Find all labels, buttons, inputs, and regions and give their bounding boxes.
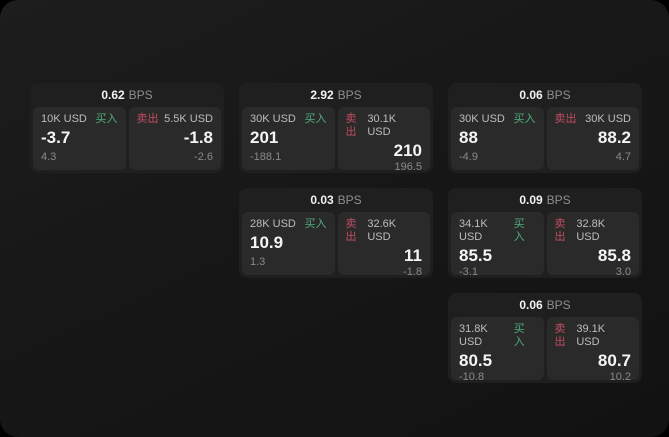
buy-size: 30K USD bbox=[250, 113, 296, 125]
quote-body: 28K USD 买入 10.9 1.3 卖出 32.6K USD 11 -1.8 bbox=[242, 212, 430, 278]
sell-price: 88.2 bbox=[597, 128, 631, 147]
spread-header: 2.92 BPS bbox=[242, 83, 430, 107]
buy-price: 10.9 bbox=[250, 233, 284, 252]
sell-sub-value: -1.8 bbox=[403, 266, 422, 278]
sell-label: 卖出 bbox=[345, 113, 357, 138]
sell-size: 39.1K USD bbox=[576, 323, 606, 348]
spread-unit: BPS bbox=[546, 298, 571, 312]
sell-label: 卖出 bbox=[345, 218, 357, 243]
buy-label: 买入 bbox=[513, 218, 525, 243]
buy-sub-value: -3.1 bbox=[459, 266, 478, 278]
sell-price: 80.7 bbox=[597, 351, 631, 370]
buy-panel[interactable]: 10K USD 买入 -3.7 4.3 bbox=[33, 107, 126, 170]
buy-label: 买入 bbox=[304, 113, 327, 125]
sell-label: 卖出 bbox=[554, 323, 566, 348]
spread-value: 0.09 bbox=[519, 193, 543, 207]
quote-card: 2.92 BPS 30K USD 买入 201 -188.1 卖出 30.1K … bbox=[239, 83, 433, 173]
sell-price: 11 bbox=[404, 246, 422, 265]
sell-label: 卖出 bbox=[554, 218, 566, 243]
buy-size: 34.1K USD bbox=[459, 218, 488, 243]
sell-panel[interactable]: 卖出 39.1K USD 80.7 10.2 bbox=[546, 317, 639, 383]
quote-card: 0.09 BPS 34.1K USD 买入 85.5 -3.1 卖出 32.8K… bbox=[448, 188, 642, 278]
quote-card: 0.06 BPS 30K USD 买入 88 -4.9 卖出 30K USD 8… bbox=[448, 83, 642, 173]
spread-unit: BPS bbox=[128, 88, 153, 102]
buy-sub-value: -10.8 bbox=[459, 371, 485, 383]
spread-value: 0.06 bbox=[519, 88, 543, 102]
quote-body: 34.1K USD 买入 85.5 -3.1 卖出 32.8K USD 85.8… bbox=[451, 212, 639, 278]
sell-sub-value: 196.5 bbox=[394, 161, 422, 173]
buy-price: -3.7 bbox=[41, 128, 71, 147]
sell-panel[interactable]: 卖出 30.1K USD 210 196.5 bbox=[337, 107, 430, 173]
quote-card: 0.03 BPS 28K USD 买入 10.9 1.3 卖出 32.6K US… bbox=[239, 188, 433, 278]
buy-sub-value: 4.3 bbox=[41, 151, 57, 163]
sell-price: 210 bbox=[393, 141, 422, 160]
spread-unit: BPS bbox=[337, 193, 362, 207]
sell-sub-value: 4.7 bbox=[615, 151, 631, 163]
spread-unit: BPS bbox=[546, 88, 571, 102]
quote-body: 30K USD 买入 88 -4.9 卖出 30K USD 88.2 4.7 bbox=[451, 107, 639, 170]
spread-value: 0.03 bbox=[310, 193, 334, 207]
sell-panel[interactable]: 卖出 30K USD 88.2 4.7 bbox=[546, 107, 639, 170]
buy-size: 30K USD bbox=[459, 113, 505, 125]
quote-body: 30K USD 买入 201 -188.1 卖出 30.1K USD 210 1… bbox=[242, 107, 430, 173]
sell-size: 32.8K USD bbox=[576, 218, 606, 243]
buy-size: 31.8K USD bbox=[459, 323, 488, 348]
sell-size: 5.5K USD bbox=[164, 113, 213, 125]
sell-sub-value: 3.0 bbox=[615, 266, 631, 278]
spread-header: 0.62 BPS bbox=[33, 83, 221, 107]
spread-header: 0.09 BPS bbox=[451, 188, 639, 212]
spread-value: 2.92 bbox=[310, 88, 334, 102]
buy-label: 买入 bbox=[513, 113, 536, 125]
sell-label: 卖出 bbox=[554, 113, 577, 125]
sell-price: 85.8 bbox=[597, 246, 631, 265]
buy-panel[interactable]: 30K USD 买入 201 -188.1 bbox=[242, 107, 335, 170]
buy-panel[interactable]: 34.1K USD 买入 85.5 -3.1 bbox=[451, 212, 544, 278]
sell-size: 32.6K USD bbox=[367, 218, 397, 243]
quote-card: 0.62 BPS 10K USD 买入 -3.7 4.3 卖出 5.5K USD… bbox=[30, 83, 224, 173]
buy-label: 买入 bbox=[304, 218, 327, 230]
buy-size: 10K USD bbox=[41, 113, 87, 125]
sell-size: 30.1K USD bbox=[367, 113, 397, 138]
buy-price: 88 bbox=[459, 128, 478, 147]
buy-label: 买入 bbox=[513, 323, 525, 348]
sell-panel[interactable]: 卖出 32.8K USD 85.8 3.0 bbox=[546, 212, 639, 278]
spread-value: 0.06 bbox=[519, 298, 543, 312]
sell-price: -1.8 bbox=[183, 128, 213, 147]
spread-unit: BPS bbox=[337, 88, 362, 102]
quote-body: 10K USD 买入 -3.7 4.3 卖出 5.5K USD -1.8 -2.… bbox=[33, 107, 221, 170]
sell-size: 30K USD bbox=[585, 113, 631, 125]
buy-panel[interactable]: 30K USD 买入 88 -4.9 bbox=[451, 107, 544, 170]
spread-header: 0.06 BPS bbox=[451, 293, 639, 317]
buy-size: 28K USD bbox=[250, 218, 296, 230]
buy-panel[interactable]: 31.8K USD 买入 80.5 -10.8 bbox=[451, 317, 544, 383]
buy-sub-value: 1.3 bbox=[250, 256, 266, 268]
sell-label: 卖出 bbox=[136, 113, 159, 125]
sell-sub-value: -2.6 bbox=[194, 151, 213, 163]
buy-sub-value: -188.1 bbox=[250, 151, 282, 163]
sell-sub-value: 10.2 bbox=[609, 371, 631, 383]
sell-panel[interactable]: 卖出 32.6K USD 11 -1.8 bbox=[337, 212, 430, 278]
spread-unit: BPS bbox=[546, 193, 571, 207]
buy-price: 201 bbox=[250, 128, 279, 147]
sell-panel[interactable]: 卖出 5.5K USD -1.8 -2.6 bbox=[128, 107, 221, 170]
spread-header: 0.03 BPS bbox=[242, 188, 430, 212]
spread-value: 0.62 bbox=[101, 88, 125, 102]
buy-panel[interactable]: 28K USD 买入 10.9 1.3 bbox=[242, 212, 335, 275]
buy-label: 买入 bbox=[95, 113, 118, 125]
spread-header: 0.06 BPS bbox=[451, 83, 639, 107]
quote-card: 0.06 BPS 31.8K USD 买入 80.5 -10.8 卖出 39.1… bbox=[448, 293, 642, 383]
buy-price: 85.5 bbox=[459, 246, 493, 265]
buy-sub-value: -4.9 bbox=[459, 151, 478, 163]
buy-price: 80.5 bbox=[459, 351, 493, 370]
quote-body: 31.8K USD 买入 80.5 -10.8 卖出 39.1K USD 80.… bbox=[451, 317, 639, 383]
